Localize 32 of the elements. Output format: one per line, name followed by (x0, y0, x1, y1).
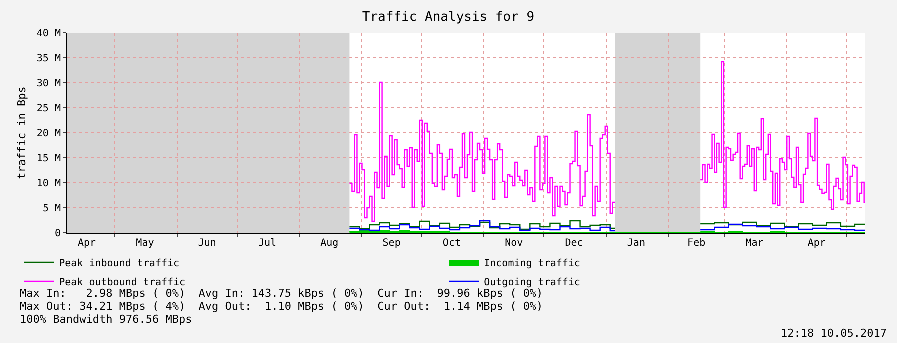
text: Max In: 2.98 MBps ( 0%) Avg In: 143.75 kBps ( 0%) Cur In: 99.96 kBps ( 0%) (20, 287, 544, 300)
x-tick-label: Dec (565, 238, 584, 249)
y-tick-label: 5 M (42, 204, 61, 214)
text: Max Out: 34.21 MBps ( 4%) Avg Out: 1.10 MBps ( 0%) Cur Out: 1.14 MBps ( 0%) (20, 300, 544, 313)
x-tick-label: Aug (320, 238, 339, 249)
y-tick-label: 35 M (36, 54, 61, 64)
x-tick-label: Feb (688, 238, 706, 249)
y-tick-label: 15 M (36, 154, 61, 164)
legend-label: Incoming traffic (484, 258, 580, 270)
x-tick-label: Jan (627, 238, 646, 249)
text: 100% Bandwidth 976.56 MBps (20, 313, 192, 326)
legend-label: Outgoing traffic (484, 277, 580, 288)
legend-label: Peak inbound traffic (59, 258, 180, 270)
x-tick-label: Oct (442, 238, 461, 249)
chart-title: Traffic Analysis for 9 (362, 10, 535, 26)
x-tick-label: Apr (808, 238, 826, 249)
x-tick-label: Jun (198, 238, 216, 249)
x-tick-label: Mar (746, 238, 764, 249)
text: 12:18 10.05.2017 (781, 327, 887, 340)
y-tick-label: 40 M (36, 28, 61, 40)
x-tick-label: Jul (258, 238, 277, 249)
y-tick-label: 25 M (36, 104, 61, 114)
x-tick-label: Nov (505, 238, 524, 249)
y-tick-label: 30 M (36, 78, 61, 90)
y-tick-label: 10 M (36, 178, 61, 190)
y-tick-label: 0 (54, 228, 61, 240)
x-tick-label: Apr (78, 238, 96, 249)
x-tick-label: May (136, 238, 154, 249)
x-tick-label: Sep (382, 238, 401, 249)
legend-label: Peak outbound traffic (59, 277, 186, 288)
y-tick-label: 20 M (36, 128, 61, 140)
y-axis-title: traffic in Bps (16, 86, 29, 180)
